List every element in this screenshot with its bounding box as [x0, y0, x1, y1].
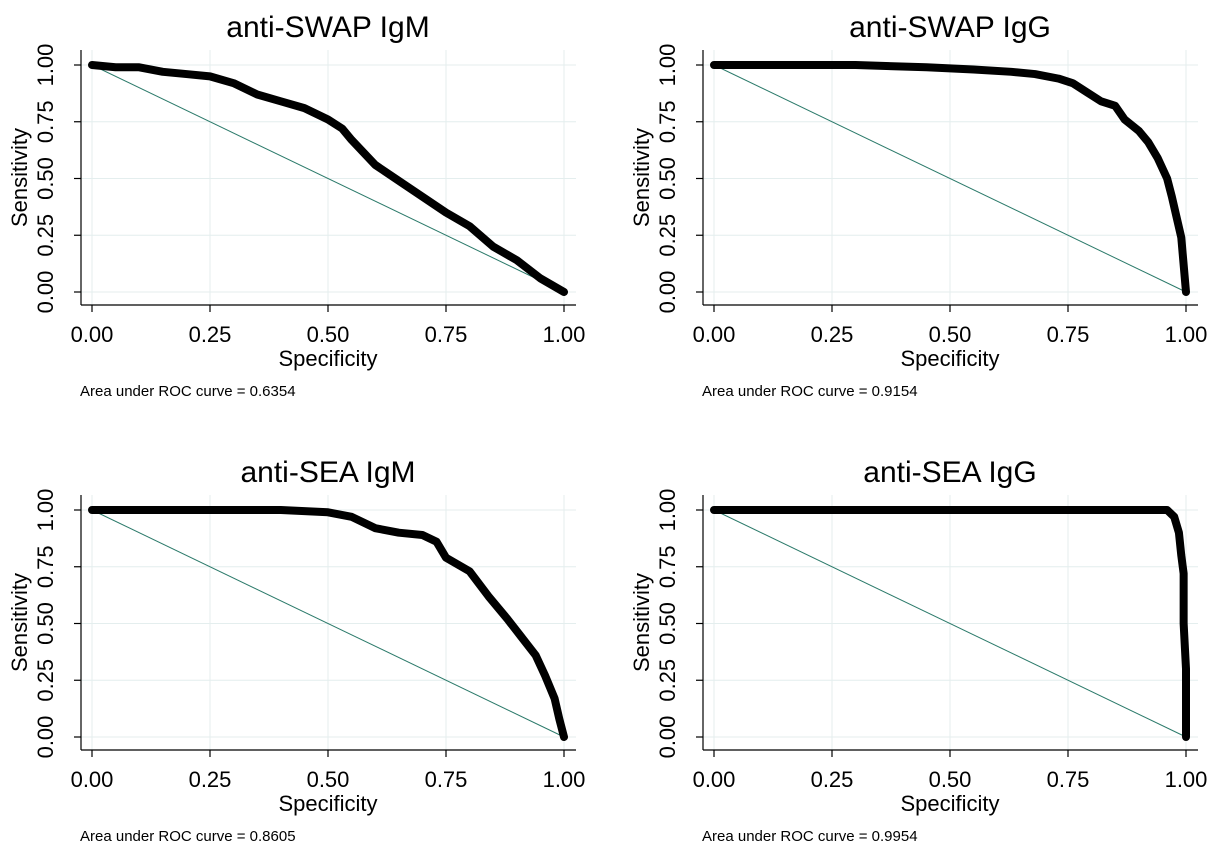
chart-title: anti-SEA IgM — [240, 456, 415, 489]
auc-note: Area under ROC curve = 0.9954 — [702, 828, 918, 845]
x-tick-label: 0.50 — [307, 767, 350, 792]
x-tick-label: 1.00 — [543, 322, 586, 347]
y-tick-label: 0.75 — [33, 100, 58, 143]
x-tick-label: 0.00 — [71, 322, 114, 347]
y-axis-label: Sensitivity — [7, 128, 32, 227]
x-axis-label: Specificity — [900, 346, 999, 371]
y-tick-label: 1.00 — [655, 489, 680, 532]
x-tick-label: 0.75 — [425, 322, 468, 347]
y-axis-label: Sensitivity — [7, 573, 32, 672]
reference-line — [713, 64, 1187, 293]
y-axis-label: Sensitivity — [629, 573, 654, 672]
roc-curve — [88, 61, 568, 296]
x-tick-label: 0.75 — [1047, 322, 1090, 347]
reference-line — [91, 64, 565, 293]
y-tick-label: 0.00 — [33, 716, 58, 759]
x-tick-label: 0.75 — [1047, 767, 1090, 792]
roc-panel: anti-SWAP IgM 0.00 0.25 0.50 0.75 1.00 0.00 0.2… — [7, 11, 585, 400]
y-tick-label: 0.25 — [655, 659, 680, 702]
x-tick-label: 0.25 — [811, 767, 854, 792]
x-tick-label: 0.75 — [425, 767, 468, 792]
x-tick-label: 1.00 — [543, 767, 586, 792]
chart-title: anti-SWAP IgM — [226, 11, 429, 44]
chart-title: anti-SEA IgG — [863, 456, 1036, 489]
reference-line — [91, 509, 565, 738]
y-tick-label: 0.50 — [33, 602, 58, 645]
x-tick-label: 0.00 — [71, 767, 114, 792]
y-tick-label: 0.25 — [655, 214, 680, 257]
x-tick-label: 0.25 — [811, 322, 854, 347]
y-tick-label: 0.50 — [33, 157, 58, 200]
roc-panel: anti-SEA IgG 0.00 0.25 0.50 0.75 1.00 0.00 0.25… — [629, 456, 1207, 845]
y-tick-label: 1.00 — [33, 44, 58, 87]
y-tick-label: 0.50 — [655, 157, 680, 200]
x-tick-label: 0.50 — [929, 767, 972, 792]
x-tick-label: 0.00 — [693, 767, 736, 792]
chart-title: anti-SWAP IgG — [849, 11, 1051, 44]
x-axis-label: Specificity — [278, 346, 377, 371]
roc-curve — [88, 506, 568, 741]
auc-note: Area under ROC curve = 0.6354 — [80, 383, 296, 400]
y-tick-label: 0.75 — [655, 545, 680, 588]
roc-curve — [710, 506, 1190, 741]
y-axis-label: Sensitivity — [629, 128, 654, 227]
x-tick-label: 1.00 — [1165, 322, 1208, 347]
y-tick-label: 1.00 — [33, 489, 58, 532]
roc-curve — [710, 61, 1190, 296]
auc-note: Area under ROC curve = 0.9154 — [702, 383, 918, 400]
x-tick-label: 0.50 — [307, 322, 350, 347]
y-tick-label: 0.25 — [33, 659, 58, 702]
y-tick-label: 0.00 — [33, 271, 58, 314]
x-tick-label: 0.25 — [189, 767, 232, 792]
x-tick-label: 1.00 — [1165, 767, 1208, 792]
y-tick-label: 0.25 — [33, 214, 58, 257]
y-tick-label: 0.00 — [655, 716, 680, 759]
x-tick-label: 0.00 — [693, 322, 736, 347]
auc-note: Area under ROC curve = 0.8605 — [80, 828, 296, 845]
y-tick-label: 0.75 — [33, 545, 58, 588]
x-tick-label: 0.25 — [189, 322, 232, 347]
y-tick-label: 0.00 — [655, 271, 680, 314]
x-tick-label: 0.50 — [929, 322, 972, 347]
roc-panel: anti-SWAP IgG 0.00 0.25 0.50 0.75 1.00 0.00 0.2… — [629, 11, 1207, 400]
y-tick-label: 0.50 — [655, 602, 680, 645]
x-axis-label: Specificity — [900, 791, 999, 816]
y-tick-label: 1.00 — [655, 44, 680, 87]
x-axis-label: Specificity — [278, 791, 377, 816]
y-tick-label: 0.75 — [655, 100, 680, 143]
reference-line — [713, 509, 1187, 738]
roc-panel: anti-SEA IgM 0.00 0.25 0.50 0.75 1.00 0.00 0.25… — [7, 456, 585, 845]
